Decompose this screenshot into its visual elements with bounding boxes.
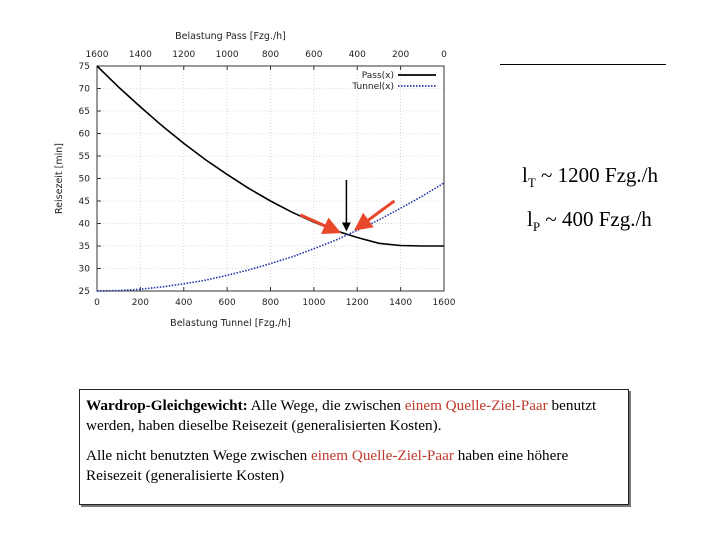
y-tick-label: 50 [79, 175, 91, 185]
wardrop-term: Wardrop-Gleichgewicht: [86, 397, 248, 414]
x-top-tick-label: 400 [349, 50, 366, 60]
y-axis-label: Reisezeit [min] [54, 143, 65, 214]
chart-legend: Pass(x)Tunnel(x) [351, 71, 436, 92]
chart-annotations [299, 180, 396, 234]
y-tick-label: 60 [79, 130, 91, 140]
x-tick-label: 1000 [302, 298, 325, 308]
x-tick-label: 1200 [346, 298, 369, 308]
x-tick-label: 400 [175, 298, 192, 308]
chart-series [96, 65, 445, 292]
x-top-tick-label: 600 [305, 50, 322, 60]
y-tick-label: 45 [79, 197, 90, 207]
note-separator-line [500, 64, 666, 65]
x-axis-label: Belastung Tunnel [Fzg./h] [170, 318, 291, 329]
wardrop-definition-box: Wardrop-Gleichgewicht: Alle Wege, die zw… [79, 389, 629, 505]
x-tick-label: 1400 [389, 298, 412, 308]
wardrop-paragraph-2: Alle nicht benutzten Wege zwischen einem… [86, 446, 622, 486]
p1-text-a: Alle Wege, die zwischen [247, 397, 405, 414]
x-tick-label: 600 [219, 298, 236, 308]
p2-text-a: Alle nicht benutzten Wege zwischen [86, 447, 311, 464]
red-arrow-left [299, 213, 342, 234]
pass-load-note: lP ~ 400 Fzg./h [527, 207, 652, 235]
legend-label: Pass(x) [362, 71, 394, 81]
y-tick-label: 65 [79, 107, 90, 117]
p1-highlight: einem Quelle-Ziel-Paar [404, 397, 548, 414]
red-arrow-right [353, 199, 396, 231]
x-top-tick-label: 1200 [172, 50, 195, 60]
x-tick-label: 800 [262, 298, 279, 308]
x-top-axis-label: Belastung Pass [Fzg./h] [175, 31, 286, 42]
p1-text-b: benutzt werden, haben dieselbe Reisezeit… [86, 397, 597, 434]
tunnel-load-note: lT ~ 1200 Fzg./h [522, 163, 658, 191]
y-tick-label: 55 [79, 152, 90, 162]
y-tick-label: 40 [79, 220, 91, 230]
tunnel-load-value: ~ 1200 Fzg./h [535, 163, 658, 187]
pass-load-value: ~ 400 Fzg./h [540, 207, 652, 231]
x-top-tick-label: 1600 [86, 50, 109, 60]
tunnel-load-sub: T [527, 175, 536, 190]
y-tick-label: 70 [79, 85, 91, 95]
chart-grid [96, 65, 445, 292]
x-tick-label: 1600 [433, 298, 456, 308]
y-tick-label: 75 [79, 62, 90, 72]
p2-highlight: einem Quelle-Ziel-Paar [310, 447, 454, 464]
x-tick-label: 0 [94, 298, 100, 308]
p2-text-b: haben eine höhere Reisezeit (generalisie… [86, 447, 569, 484]
pass-load-var: l [527, 207, 533, 231]
legend-label: Tunnel(x) [351, 82, 394, 92]
y-tick-label: 30 [79, 265, 91, 275]
x-top-tick-label: 800 [262, 50, 279, 60]
x-top-tick-label: 1400 [129, 50, 152, 60]
x-tick-label: 200 [132, 298, 149, 308]
tunnel-load-var: l [522, 163, 528, 187]
x-top-tick-label: 200 [392, 50, 409, 60]
series-line-tunnel [96, 182, 445, 292]
y-tick-label: 25 [79, 287, 90, 297]
pass-load-sub: P [532, 219, 541, 234]
wardrop-paragraph-1: Wardrop-Gleichgewicht: Alle Wege, die zw… [86, 396, 622, 436]
x-top-tick-label: 1000 [216, 50, 239, 60]
y-tick-label: 35 [79, 242, 90, 252]
series-line-pass [96, 65, 444, 247]
x-top-tick-label: 0 [441, 50, 447, 60]
